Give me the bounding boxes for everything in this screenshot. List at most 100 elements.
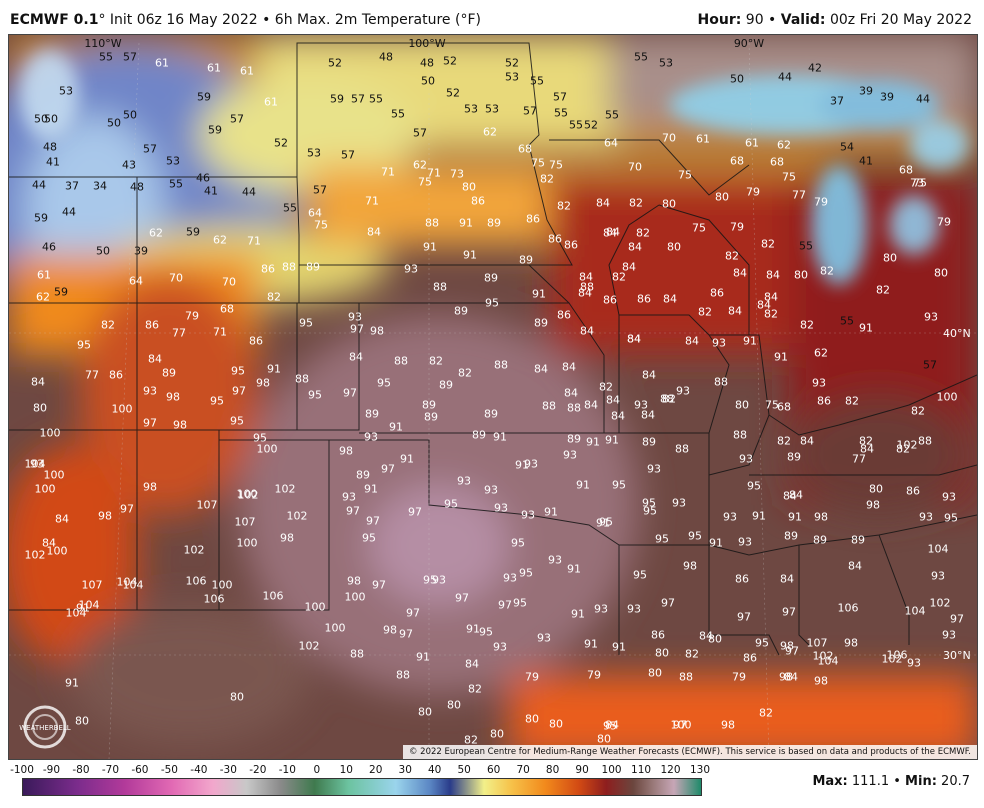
temperature-label: 82 bbox=[468, 682, 482, 696]
temperature-label: 75 bbox=[549, 158, 563, 172]
temperature-label: 89 bbox=[439, 378, 453, 392]
temperature-label: 97 bbox=[381, 462, 395, 476]
temperature-label: 86 bbox=[261, 262, 275, 276]
temperature-label: 84 bbox=[562, 360, 576, 374]
temperature-label: 84 bbox=[766, 268, 780, 282]
temperature-label: 93 bbox=[942, 628, 956, 642]
temperature-label: 82 bbox=[698, 305, 712, 319]
legend-tick: 40 bbox=[428, 764, 442, 776]
temperature-label: 82 bbox=[820, 264, 834, 278]
legend-tick: 120 bbox=[660, 764, 681, 776]
temperature-label: 93 bbox=[672, 496, 686, 510]
temperature-label: 93 bbox=[364, 430, 378, 444]
temperature-label: 106 bbox=[886, 648, 908, 662]
temperature-label: 52 bbox=[446, 86, 460, 100]
temperature-label: 84 bbox=[860, 442, 874, 456]
temperature-label: 100 bbox=[236, 487, 258, 501]
temperature-label: 97 bbox=[455, 591, 469, 605]
temperature-label: 97 bbox=[366, 514, 380, 528]
temperature-label: 98 bbox=[683, 559, 697, 573]
temperature-label: 77 bbox=[792, 188, 806, 202]
temperature-label: 104 bbox=[65, 606, 87, 620]
temperature-label: 57 bbox=[123, 50, 137, 64]
temperature-label: 84 bbox=[55, 512, 69, 526]
temperature-label: 88 bbox=[679, 670, 693, 684]
temperature-label: 91 bbox=[586, 435, 600, 449]
longitude-label: 100°W bbox=[408, 37, 446, 50]
temperature-label: 61 bbox=[207, 61, 221, 75]
temperature-label: 59 bbox=[54, 285, 68, 299]
temperature-label: 44 bbox=[62, 205, 76, 219]
temperature-label: 93 bbox=[676, 384, 690, 398]
temperature-label: 107 bbox=[81, 578, 103, 592]
temperature-label: 44 bbox=[916, 92, 930, 106]
temperature-label: 68 bbox=[899, 163, 913, 177]
temperature-label: 39 bbox=[880, 90, 894, 104]
legend-tick: 90 bbox=[575, 764, 589, 776]
temperature-label: 89 bbox=[787, 450, 801, 464]
legend-tick: -10 bbox=[278, 764, 296, 776]
valid-time: Hour: 90 • Valid: 00z Fri 20 May 2022 bbox=[697, 12, 972, 28]
temperature-label: 37 bbox=[65, 179, 79, 193]
temperature-label: 93 bbox=[723, 510, 737, 524]
temperature-label: 48 bbox=[130, 180, 144, 194]
temperature-label: 62 bbox=[483, 125, 497, 139]
temperature-label: 42 bbox=[808, 61, 822, 75]
temperature-label: 55 bbox=[99, 50, 113, 64]
temperature-label: 41 bbox=[204, 184, 218, 198]
temperature-label: 97 bbox=[232, 384, 246, 398]
temperature-label: 88 bbox=[396, 668, 410, 682]
temperature-label: 91 bbox=[423, 240, 437, 254]
temperature-label: 53 bbox=[485, 102, 499, 116]
temperature-label: 91 bbox=[743, 334, 757, 348]
legend-tick: 70 bbox=[516, 764, 530, 776]
temperature-label: 95 bbox=[944, 511, 958, 525]
temperature-label: 59 bbox=[330, 92, 344, 106]
temperature-label: 95 bbox=[230, 414, 244, 428]
temperature-label: 84 bbox=[641, 408, 655, 422]
temperature-label: 84 bbox=[728, 304, 742, 318]
temperature-label: 88 bbox=[295, 372, 309, 386]
temperature-label: 70 bbox=[169, 271, 183, 285]
temperature-label: 106 bbox=[262, 589, 284, 603]
temperature-label: 93 bbox=[907, 656, 921, 670]
temperature-label: 53 bbox=[505, 70, 519, 84]
temperature-label: 91 bbox=[596, 516, 610, 530]
temperature-label: 95 bbox=[479, 625, 493, 639]
temperature-label: 100 bbox=[936, 390, 958, 404]
temperature-label: 98 bbox=[256, 376, 270, 390]
temperature-label: 84 bbox=[764, 290, 778, 304]
header: ECMWF 0.1° Init 06z 16 May 2022 • 6h Max… bbox=[0, 0, 984, 34]
temperature-label: 89 bbox=[472, 428, 486, 442]
temperature-label: 98 bbox=[173, 418, 187, 432]
temperature-label: 98 bbox=[166, 390, 180, 404]
temperature-label: 104 bbox=[817, 654, 839, 668]
temperature-label: 86 bbox=[526, 212, 540, 226]
temperature-label: 84 bbox=[627, 332, 641, 346]
temperature-label: 91 bbox=[389, 420, 403, 434]
legend-tick: -90 bbox=[42, 764, 61, 776]
temperature-label: 82 bbox=[764, 307, 778, 321]
temperature-label: 84 bbox=[780, 572, 794, 586]
temperature-label: 84 bbox=[642, 368, 656, 382]
temperature-label: 64 bbox=[129, 274, 143, 288]
temperature-label: 82 bbox=[429, 354, 443, 368]
temperature-label: 50 bbox=[96, 244, 110, 258]
temperature-label: 39 bbox=[859, 84, 873, 98]
temperature-label: 82 bbox=[629, 196, 643, 210]
legend-tick: -70 bbox=[101, 764, 119, 776]
temperature-label: 61 bbox=[696, 132, 710, 146]
legend-color-bar bbox=[22, 778, 702, 796]
temperature-label: 97 bbox=[950, 612, 964, 626]
temperature-label: 80 bbox=[549, 717, 563, 731]
temperature-label: 84 bbox=[800, 434, 814, 448]
temperature-label: 68 bbox=[220, 302, 234, 316]
temperature-label: 59 bbox=[34, 211, 48, 225]
temperature-label: 84 bbox=[733, 266, 747, 280]
temperature-label: 104 bbox=[927, 542, 949, 556]
temperature-label: 80 bbox=[462, 180, 476, 194]
temperature-label: 84 bbox=[584, 398, 598, 412]
temperature-label: 97 bbox=[346, 504, 360, 518]
temperature-label: 89 bbox=[487, 216, 501, 230]
temperature-label: 91 bbox=[605, 433, 619, 447]
